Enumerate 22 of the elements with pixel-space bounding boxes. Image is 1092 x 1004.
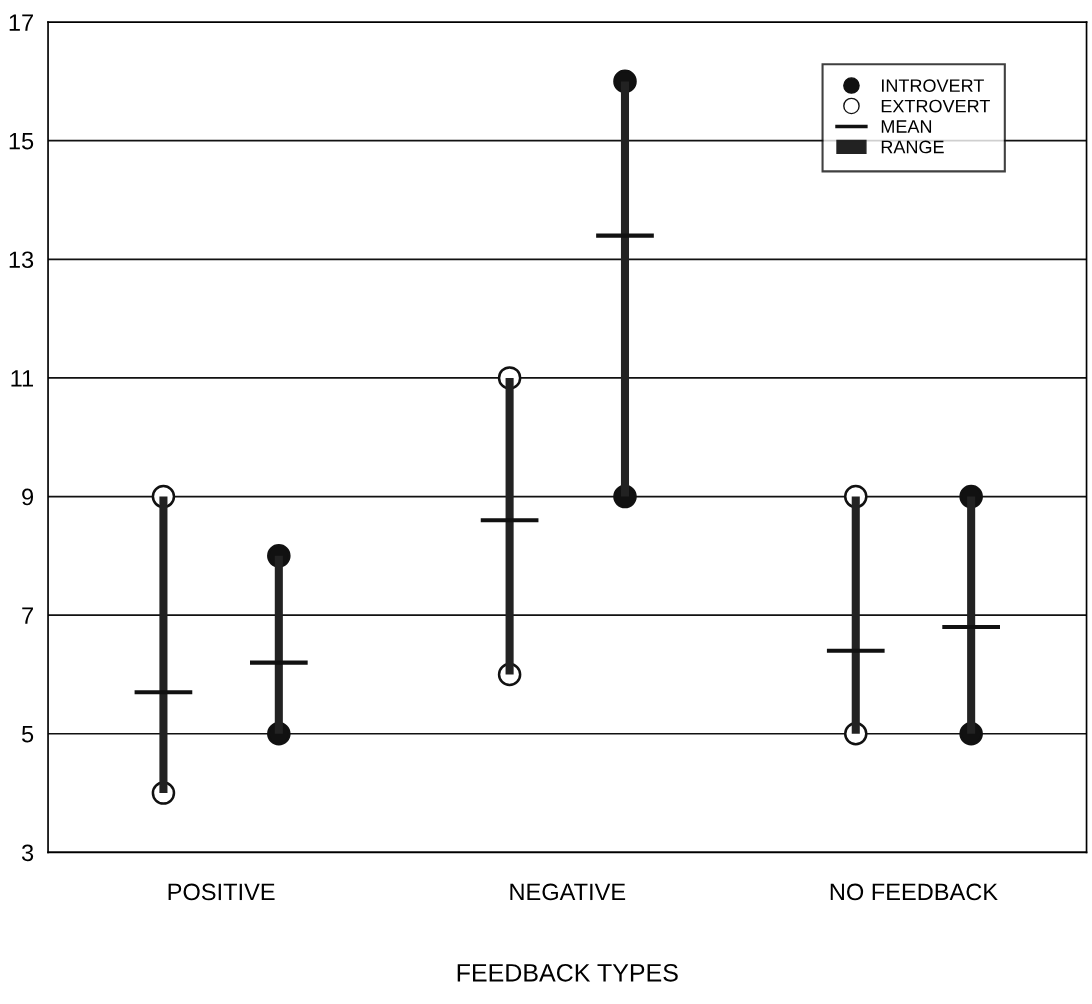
y-tick-label: 3 (21, 844, 34, 862)
y-tick-label: 7 (22, 607, 33, 624)
y-tick-label: 15 (9, 133, 34, 150)
x-tick-label: NO FEEDBACK (830, 883, 998, 901)
bar (274, 555, 283, 734)
legend-label: RANGE (881, 140, 944, 154)
x-tick-label: NEGATIVE (510, 883, 626, 901)
y-tick-label: 17 (9, 14, 33, 31)
y-tick-label: 5 (21, 726, 34, 743)
legend-label: MEAN (881, 120, 932, 133)
x-axis-title: FEEDBACK TYPES (457, 963, 678, 982)
y-tick-label: 13 (9, 251, 34, 269)
bar (159, 496, 168, 794)
bar (620, 81, 630, 497)
bar (967, 496, 976, 734)
x-tick-label: POSITIVE (168, 883, 275, 901)
y-tick-label: 9 (22, 488, 34, 506)
bar (505, 377, 514, 675)
legend-label: EXTROVERT (881, 99, 990, 113)
y-tick-label: 11 (11, 370, 34, 387)
legend-label: INTROVERT (882, 79, 984, 93)
bar (851, 496, 860, 734)
